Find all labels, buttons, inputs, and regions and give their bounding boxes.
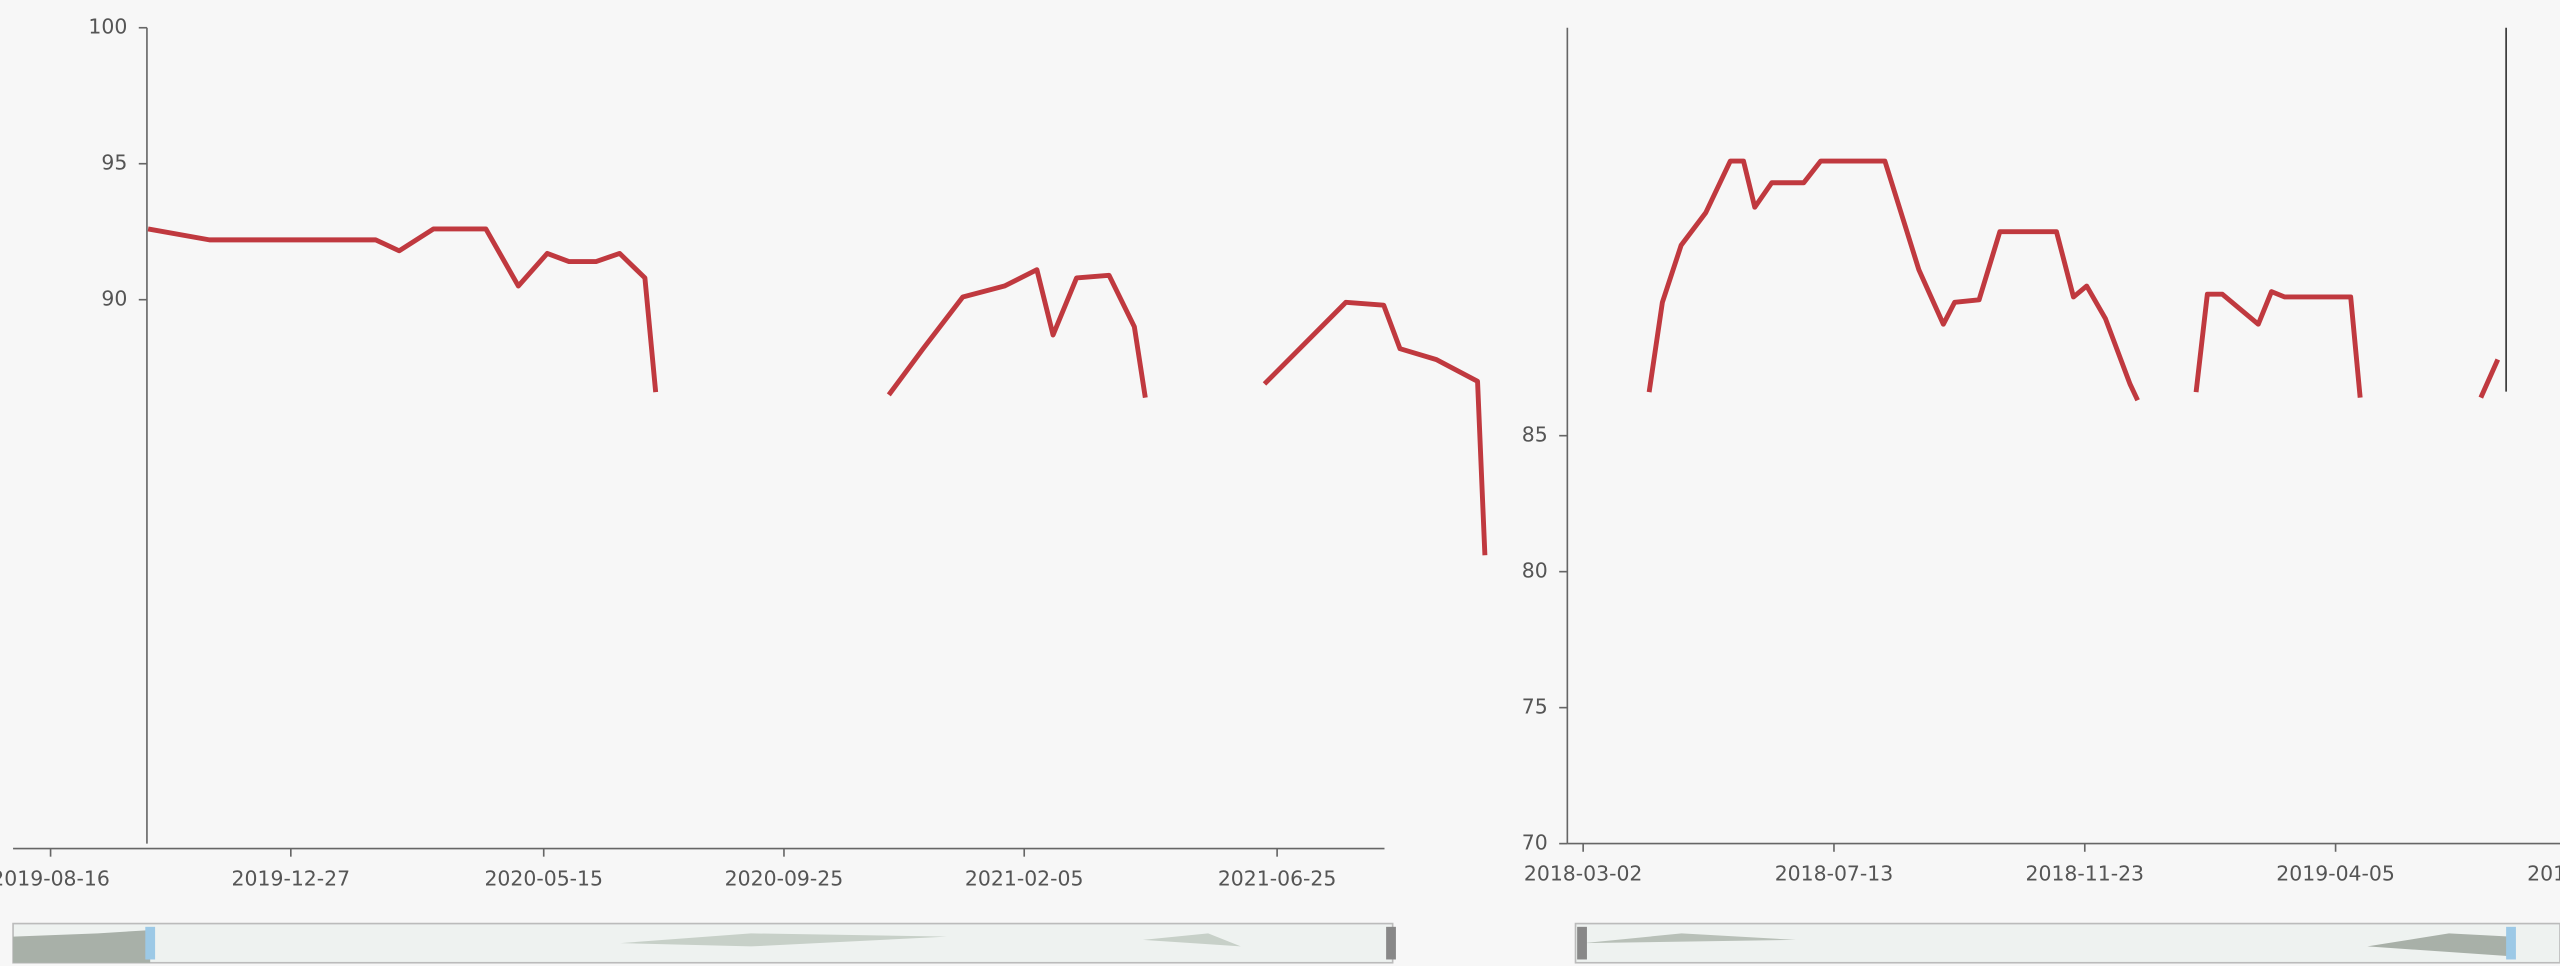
x-tick-label: 2018-03-02 <box>1524 862 1643 886</box>
data-line <box>1646 158 2501 402</box>
x-tick-label: 2018-11-23 <box>2026 862 2145 886</box>
y-tick-label: 75 <box>1522 695 1548 719</box>
x-tick-label: 2021-06-25 <box>1218 867 1337 891</box>
navigator-area <box>1583 933 1796 944</box>
navigator-handle[interactable] <box>145 926 156 960</box>
navigator-area <box>13 930 151 963</box>
y-tick-label: 95 <box>101 151 127 175</box>
y-tick-label: 80 <box>1522 559 1548 583</box>
data-line <box>147 226 1488 556</box>
navigator-handle[interactable] <box>2506 926 2516 960</box>
x-tick-label: 2019-04-05 <box>2276 862 2395 886</box>
navigator-area <box>2367 933 2512 957</box>
x-tick-label: 2019-12-27 <box>232 867 351 891</box>
y-tick-label: 100 <box>88 15 127 39</box>
x-tick-label: 2019-08-16 <box>0 867 110 891</box>
navigator-left <box>12 922 1396 964</box>
x-tick-label: 2020-09-25 <box>725 867 844 891</box>
navigator-handle[interactable] <box>1577 926 1587 960</box>
y-tick-label: 90 <box>101 287 127 311</box>
navigator-right <box>1574 922 2560 964</box>
navigator-area <box>620 933 947 947</box>
y-tick-label: 85 <box>1522 423 1548 447</box>
x-tick-label: 2021-02-05 <box>965 867 1084 891</box>
x-tick-label: 2018-07-13 <box>1775 862 1894 886</box>
x-tick-label: 2020-05-15 <box>484 867 603 891</box>
navigator-area <box>1142 933 1241 947</box>
x-tick-label: 2019-08-16 <box>2527 862 2560 886</box>
navigator-handle[interactable] <box>1386 926 1396 960</box>
y-tick-label: 70 <box>1522 831 1548 855</box>
